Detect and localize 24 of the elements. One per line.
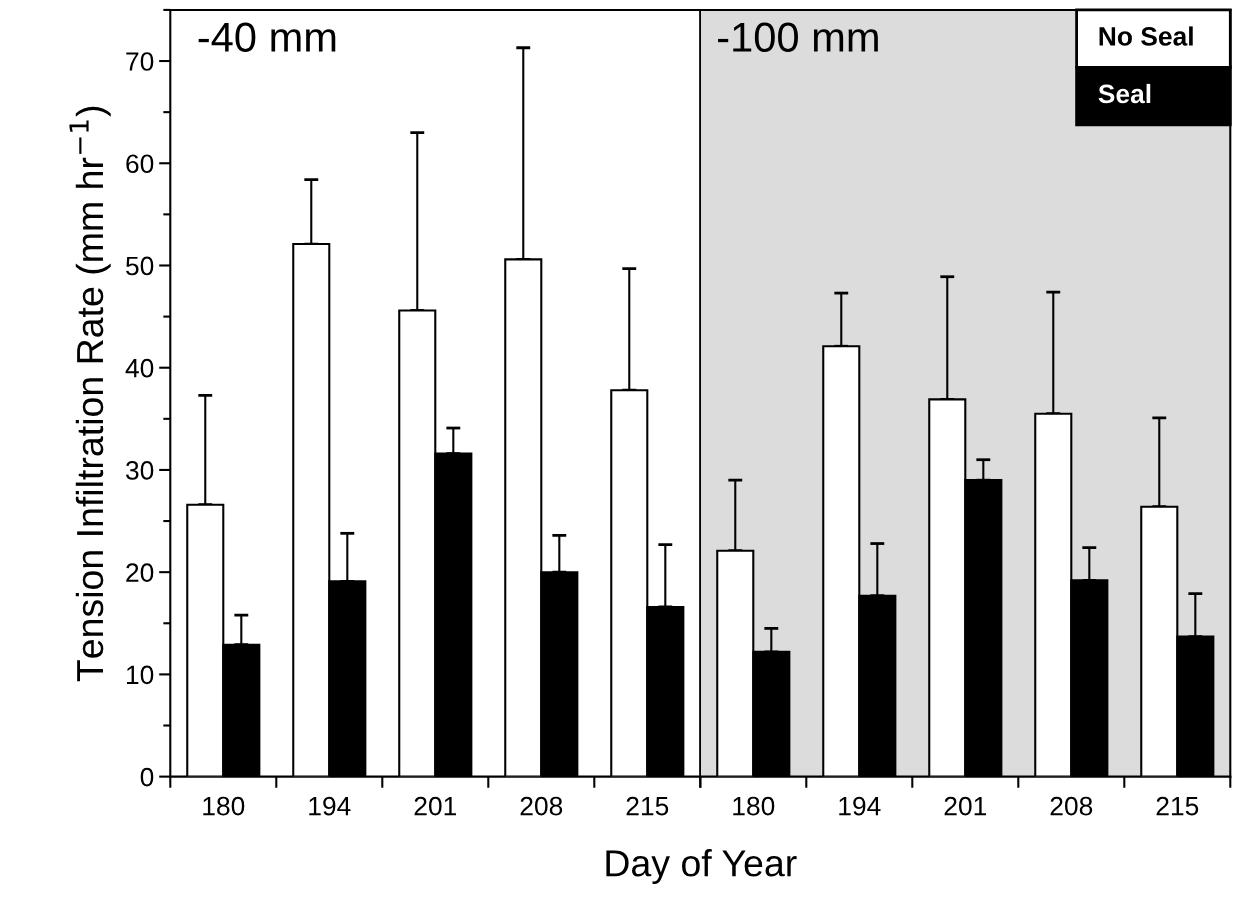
x-tick-label: 194: [309, 796, 351, 816]
y-tick-label: 0: [140, 767, 154, 787]
text: No Seal: [1099, 26, 1193, 46]
x-tick-label: 215: [626, 796, 669, 816]
x-tick-label: 194: [839, 796, 881, 816]
y-tick-label: 50: [126, 256, 154, 276]
y-axis-title: Tension Infiltration Rate (mm hr$^{−1}$): [69, 106, 111, 682]
x-tick-label: 208: [1050, 796, 1093, 816]
y-tick-label: 30: [125, 461, 154, 480]
y-tick-label: 10: [126, 665, 154, 685]
chart-title: -100 mm: [718, 22, 878, 53]
x-tick-label: 208: [520, 796, 563, 816]
text: Seal: [1098, 83, 1151, 104]
x-tick-label: 180: [203, 796, 245, 816]
y-tick-label: 20: [126, 563, 154, 582]
y-tick-label: 40: [125, 358, 154, 378]
chart-title: -40 mm: [198, 22, 336, 53]
y-tick-label: 70: [126, 52, 154, 71]
x-tick-label: 201: [414, 796, 457, 816]
x-tick-label: 180: [733, 796, 775, 816]
x-tick-label: 215: [1156, 796, 1199, 816]
x-axis-title: Day of Year: [606, 849, 797, 884]
y-tick-label: 60: [126, 154, 154, 174]
x-tick-label: 201: [944, 796, 987, 816]
